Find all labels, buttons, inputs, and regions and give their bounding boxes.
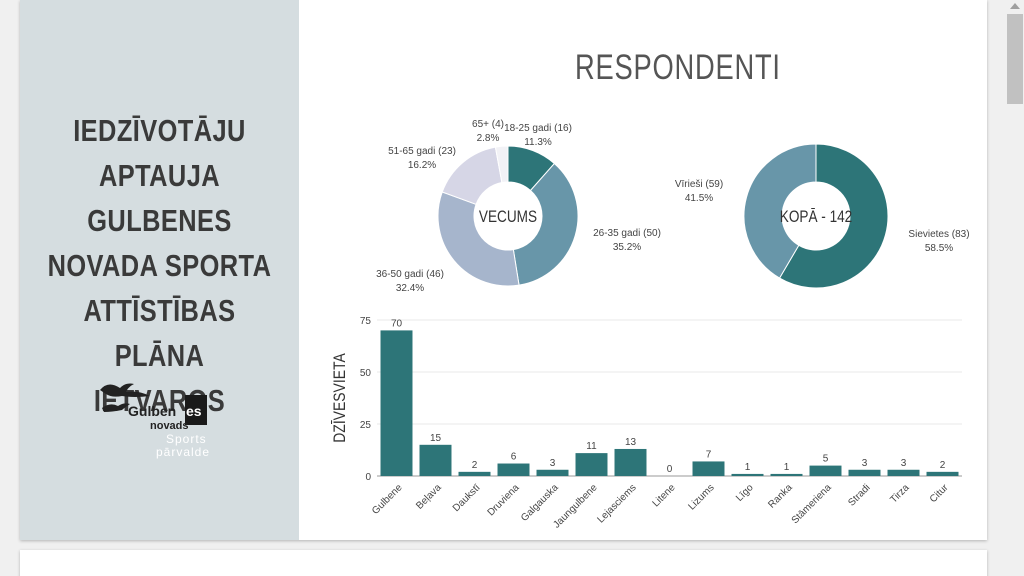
survey-title: IEDZĪVOTĀJU APTAUJA GULBENES NOVADA SPOR… <box>45 108 274 423</box>
title-line: IEDZĪVOTĀJU <box>73 113 246 148</box>
slice-percent: 11.3% <box>524 137 552 148</box>
bar-value-label: 15 <box>430 433 442 444</box>
logo-text-parvalde: pārvalde <box>156 445 210 459</box>
residence-bar-chart: 0255075DZĪVESVIETA70Gulbene15Beļava2Dauk… <box>331 316 962 531</box>
bar-value-label: 70 <box>391 318 403 329</box>
bar <box>731 473 764 476</box>
x-tick-label: Tirza <box>888 482 912 506</box>
bar <box>770 473 803 476</box>
slice-percent: 16.2% <box>408 160 436 171</box>
logo-block <box>185 395 207 425</box>
bar <box>458 471 491 476</box>
donut-center-label: VECUMS <box>479 208 537 227</box>
bar-value-label: 6 <box>511 452 517 463</box>
next-slide-card <box>20 550 987 576</box>
bar-value-label: 2 <box>940 460 946 471</box>
x-tick-label: Gulbene <box>370 482 405 517</box>
slice-percent: 32.4% <box>396 283 424 294</box>
vertical-scrollbar[interactable] <box>1006 0 1024 576</box>
logo-text-gulben: Gulben <box>128 403 176 419</box>
slice-label: 36-50 gadi (46) <box>376 269 444 280</box>
bar <box>692 461 725 476</box>
bar-value-label: 1 <box>784 462 790 473</box>
logo-text-es: es <box>186 403 202 419</box>
bar <box>497 463 530 476</box>
bar <box>809 465 842 476</box>
title-line: ATTĪSTĪBAS PLĀNA <box>83 293 236 373</box>
y-tick-label: 75 <box>360 316 372 327</box>
gender-donut-chart: Sievietes (83) 58.5% Vīrieši (59) 41.5% KOPĀ… <box>675 143 970 289</box>
bar-value-label: 5 <box>823 454 829 465</box>
bar-value-label: 1 <box>745 462 751 473</box>
slice-label: Sievietes (83) <box>908 229 969 240</box>
donut-center-label: KOPĀ - 142 <box>780 208 852 227</box>
left-panel: IEDZĪVOTĀJU APTAUJA GULBENES NOVADA SPOR… <box>20 0 299 540</box>
slice-percent: 35.2% <box>613 242 641 253</box>
x-tick-label: Daukstī <box>451 482 483 514</box>
title-line: APTAUJA GULBENES <box>87 158 232 238</box>
bar <box>536 469 569 476</box>
slice-percent: 58.5% <box>925 243 953 254</box>
slice-label: 51-65 gadi (23) <box>388 146 456 157</box>
bar-value-label: 13 <box>625 437 637 448</box>
bar <box>848 469 881 476</box>
bar <box>887 469 920 476</box>
y-axis-label: DZĪVESVIETA <box>331 353 350 443</box>
x-tick-label: Lizums <box>686 482 716 512</box>
bar-value-label: 11 <box>586 441 597 452</box>
swan-icon <box>100 383 150 412</box>
bar-value-label: 3 <box>862 458 868 469</box>
bar <box>419 444 452 476</box>
bar <box>575 453 608 476</box>
title-line: NOVADA SPORTA <box>47 248 272 283</box>
charts-canvas: 18-25 gadi (16) 11.3% 26-35 gadi (50) 35.2%… <box>331 119 970 531</box>
age-donut-chart: 18-25 gadi (16) 11.3% 26-35 gadi (50) 35.2%… <box>376 119 661 294</box>
x-tick-label: Litene <box>651 482 678 509</box>
x-tick-label: Ranka <box>766 482 795 511</box>
logo-text-novads: novads <box>150 420 189 432</box>
x-tick-label: Stradi <box>846 482 872 508</box>
slice-label: 18-25 gadi (16) <box>504 123 572 134</box>
bar-value-label: 0 <box>667 464 673 475</box>
bar-value-label: 2 <box>472 460 478 471</box>
slide-card: IEDZĪVOTĀJU APTAUJA GULBENES NOVADA SPOR… <box>20 0 987 540</box>
bar-value-label: 3 <box>550 458 556 469</box>
donut-hole <box>474 182 542 250</box>
donut-hole <box>782 182 850 250</box>
slice-percent: 41.5% <box>685 193 713 204</box>
slice-label: 26-35 gadi (50) <box>593 228 661 239</box>
x-tick-label: Stāmeriena <box>790 482 834 526</box>
x-tick-label: Citur <box>928 482 951 505</box>
logo-text-sports: Sports <box>166 432 207 446</box>
bar <box>380 330 413 476</box>
slice-label: 65+ (4) <box>472 119 504 130</box>
x-tick-label: Galgauska <box>519 482 561 524</box>
bar <box>926 471 959 476</box>
bar-value-label: 7 <box>706 449 712 460</box>
scrollbar-thumb[interactable] <box>1007 14 1023 104</box>
x-tick-label: Līgo <box>734 482 756 504</box>
bar <box>614 448 647 476</box>
y-tick-label: 50 <box>360 368 372 379</box>
scroll-up-arrow-icon[interactable] <box>1010 3 1020 9</box>
slice-label: Vīrieši (59) <box>675 179 723 190</box>
x-tick-label: Druviena <box>486 482 522 518</box>
x-tick-label: Lejasciems <box>595 482 638 525</box>
y-tick-label: 25 <box>360 420 372 431</box>
y-tick-label: 0 <box>365 472 371 483</box>
slice-percent: 2.8% <box>477 133 500 144</box>
bar-value-label: 3 <box>901 458 907 469</box>
gulbene-logo: Gulben es novads Sports pārvalde <box>100 383 210 459</box>
x-tick-label: Beļava <box>414 482 444 512</box>
respondents-heading: RESPONDENTI <box>575 48 781 87</box>
